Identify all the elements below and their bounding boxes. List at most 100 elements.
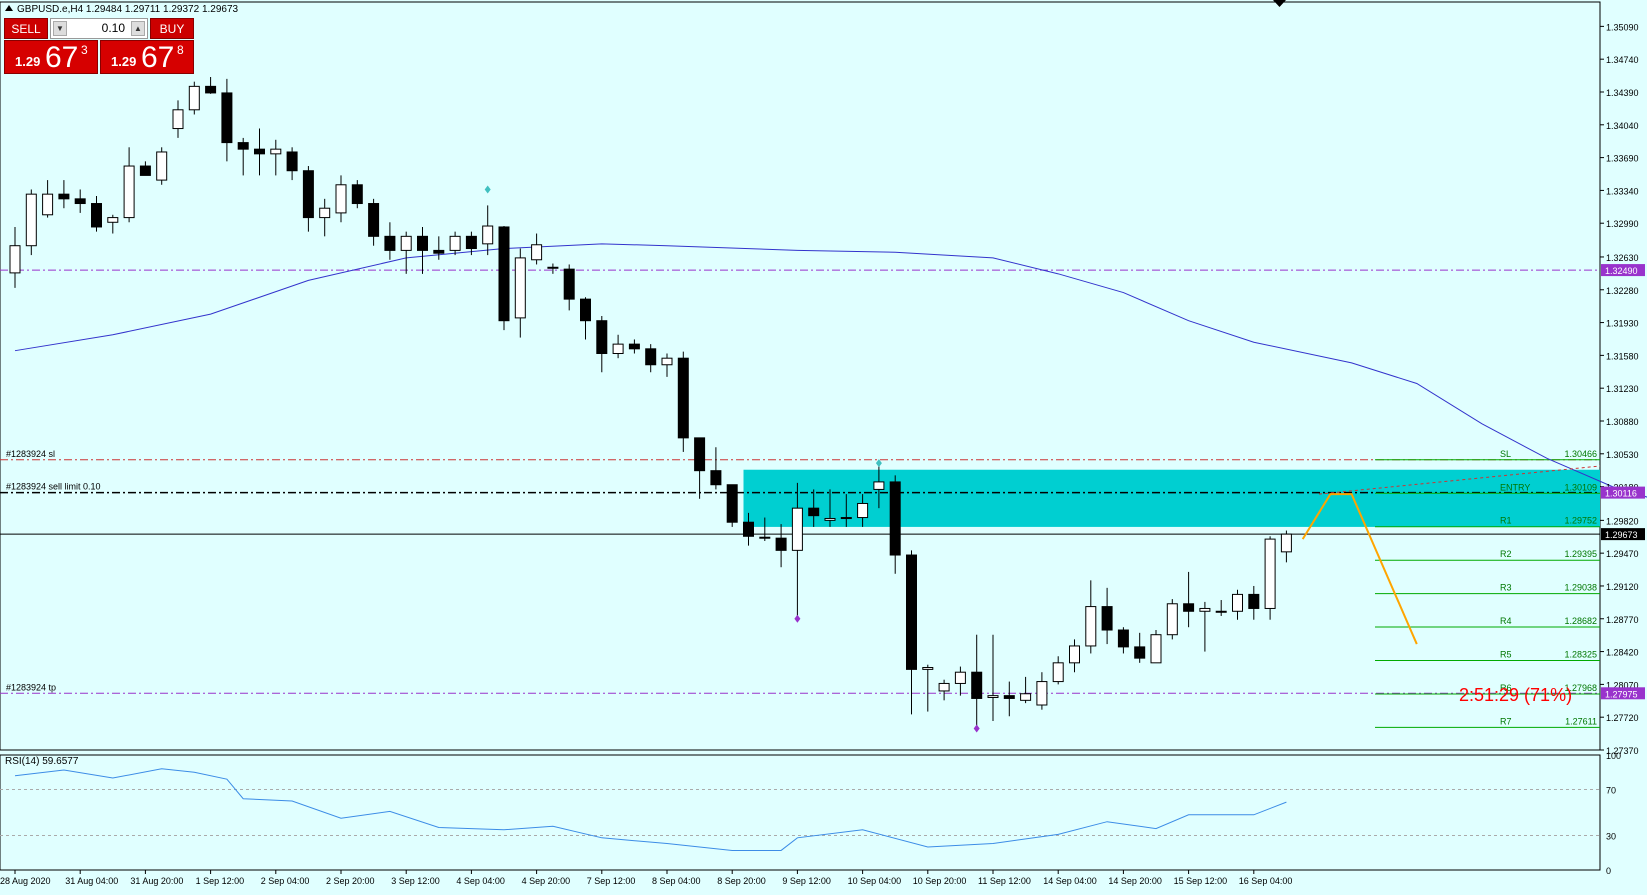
candle-body[interactable] — [743, 521, 754, 537]
candle-body[interactable] — [531, 244, 543, 261]
y-tick-label: 1.34390 — [1606, 88, 1639, 98]
candle-body[interactable] — [139, 165, 151, 176]
candle-body[interactable] — [612, 343, 624, 355]
candle-body[interactable] — [922, 667, 934, 670]
candle-body[interactable] — [971, 671, 983, 699]
sell-button[interactable]: SELL — [4, 18, 48, 39]
signal-marker — [875, 459, 882, 468]
candle-body[interactable] — [1199, 607, 1211, 612]
y-tick-label: 1.33690 — [1606, 154, 1639, 164]
candle-body[interactable] — [74, 198, 86, 205]
candle-body[interactable] — [221, 92, 233, 144]
candle-body[interactable] — [107, 217, 119, 223]
candle-body[interactable] — [857, 502, 869, 519]
candle-body[interactable] — [172, 109, 184, 130]
lot-size-field[interactable]: ▼ 0.10 ▲ — [50, 18, 148, 39]
candle-body[interactable] — [873, 481, 885, 490]
candle-body[interactable] — [1085, 606, 1097, 647]
candle-body[interactable] — [1101, 606, 1113, 631]
candle-body[interactable] — [1003, 695, 1015, 699]
candle-body[interactable] — [1232, 593, 1243, 612]
candle-body[interactable] — [840, 517, 852, 520]
candle-body[interactable] — [710, 470, 722, 486]
candle-body[interactable] — [433, 249, 445, 254]
candle-body[interactable] — [824, 517, 836, 521]
sell-price-button[interactable]: 1.29 67 3 — [4, 40, 98, 74]
candle-body[interactable] — [726, 484, 738, 523]
candle-body[interactable] — [498, 226, 510, 322]
candle-body[interactable] — [417, 235, 428, 251]
candle-body[interactable] — [759, 536, 771, 539]
candle-body[interactable] — [938, 682, 950, 692]
candle-body[interactable] — [482, 225, 494, 245]
buy-button[interactable]: BUY — [150, 18, 194, 39]
candle-body[interactable] — [1117, 629, 1129, 648]
candle-body[interactable] — [889, 481, 901, 556]
candle-body[interactable] — [677, 357, 689, 439]
candle-body[interactable] — [1183, 603, 1195, 612]
x-tick-label: 7 Sep 12:00 — [587, 876, 636, 886]
candle-body[interactable] — [580, 298, 591, 322]
candle-body[interactable] — [270, 148, 282, 155]
candle-body[interactable] — [596, 320, 608, 355]
candle-body[interactable] — [987, 695, 999, 699]
candle-body[interactable] — [1069, 645, 1080, 664]
candle-body[interactable] — [645, 348, 657, 366]
header-collapse-icon[interactable] — [5, 5, 13, 11]
candle-body[interactable] — [1036, 681, 1048, 706]
lot-decrease-icon[interactable]: ▼ — [53, 21, 67, 36]
candle-body[interactable] — [254, 148, 265, 155]
level-name: R3 — [1500, 583, 1512, 593]
candle-body[interactable] — [775, 537, 787, 551]
candle-body[interactable] — [628, 343, 640, 350]
candle-body[interactable] — [694, 437, 706, 472]
candle-body[interactable] — [449, 235, 461, 251]
candle-body[interactable] — [954, 671, 966, 684]
main-plot-area[interactable] — [0, 1, 1601, 751]
supply-zone — [743, 469, 1600, 527]
candle-body[interactable] — [563, 268, 575, 300]
candle-body[interactable] — [906, 554, 917, 670]
lot-increase-icon[interactable]: ▲ — [131, 21, 145, 36]
candle-body[interactable] — [1134, 646, 1146, 659]
candle-body[interactable] — [205, 85, 217, 94]
candle-body[interactable] — [1248, 593, 1260, 609]
candle-body[interactable] — [351, 184, 363, 205]
candle-body[interactable] — [808, 507, 820, 517]
candle-body[interactable] — [302, 170, 314, 219]
candle-body[interactable] — [514, 257, 526, 319]
candle-body[interactable] — [25, 193, 37, 247]
y-tick-label: 1.32280 — [1606, 286, 1639, 296]
candle-body[interactable] — [1166, 603, 1178, 636]
candle-body[interactable] — [123, 165, 135, 219]
candle-body[interactable] — [547, 266, 559, 269]
candle-body[interactable] — [1150, 634, 1162, 664]
candle-body[interactable] — [1264, 538, 1276, 609]
candle-body[interactable] — [286, 151, 298, 172]
candle-body[interactable] — [237, 142, 249, 150]
candle-body[interactable] — [335, 184, 347, 214]
projection-path — [1301, 493, 1418, 645]
candle-body[interactable] — [319, 207, 331, 219]
candle-body[interactable] — [9, 245, 21, 274]
buy-price-button[interactable]: 1.29 67 8 — [100, 40, 194, 74]
candle-body[interactable] — [368, 203, 380, 237]
candle-body[interactable] — [1052, 662, 1064, 683]
rsi-plot-area[interactable] — [0, 754, 1601, 871]
level-name: R2 — [1500, 549, 1512, 559]
candle-body[interactable] — [58, 193, 70, 200]
candle-body[interactable] — [400, 235, 412, 251]
candle-body[interactable] — [42, 193, 54, 216]
candle-body[interactable] — [188, 85, 200, 111]
candle-body[interactable] — [1020, 693, 1032, 701]
candle-body[interactable] — [91, 203, 102, 228]
candle-body[interactable] — [1280, 533, 1292, 553]
candle-body[interactable] — [661, 357, 673, 366]
candle-body[interactable] — [156, 151, 168, 181]
lot-size-value[interactable]: 0.10 — [101, 21, 125, 35]
candle-body[interactable] — [1215, 610, 1227, 613]
candle-body[interactable] — [791, 507, 803, 551]
candle-body[interactable] — [465, 235, 477, 250]
candle-body[interactable] — [384, 235, 396, 251]
